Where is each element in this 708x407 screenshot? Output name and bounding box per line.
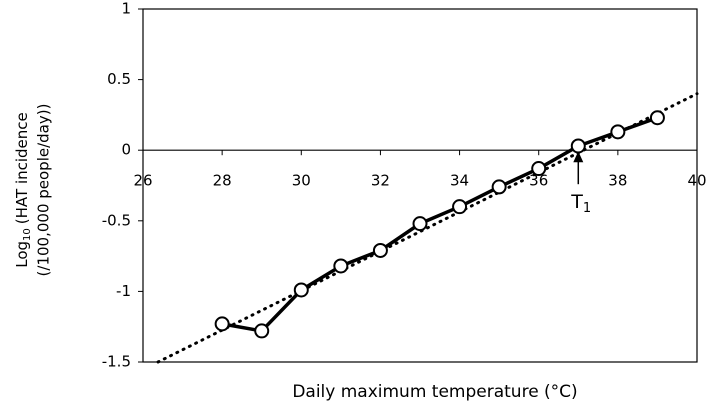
x-tick-label: 34 [450, 172, 469, 190]
data-point [491, 179, 507, 195]
y-tick-label: 0 [121, 141, 131, 159]
trendline [156, 92, 699, 364]
annotation-sub: 1 [583, 201, 591, 216]
annotation-text: T [570, 191, 583, 213]
y-label-sub: 10 [22, 228, 33, 241]
y-label-rest: (HAT incidence [13, 112, 31, 224]
data-point [254, 323, 270, 339]
data-point [649, 110, 665, 126]
y-axis-label: Log10 (HAT incidence (/100,000 people/day… [13, 104, 53, 277]
data-point [412, 216, 428, 232]
x-tick-label: 40 [687, 172, 706, 190]
x-tick-label: 38 [608, 172, 627, 190]
y-tick-label: -0.5 [102, 211, 131, 229]
x-tick-label: 30 [292, 172, 311, 190]
x-tick-label: 32 [371, 172, 390, 190]
data-point [610, 124, 626, 140]
plot-frame [142, 8, 698, 363]
data-point [570, 138, 586, 154]
x-tick-label: 26 [133, 172, 152, 190]
data-point [531, 161, 547, 177]
y-label-line1: Log10 (HAT incidence [13, 112, 34, 268]
data-point [333, 258, 349, 274]
y-tick-label: -1.5 [102, 353, 131, 371]
y-label-log: Log [13, 241, 31, 268]
y-tick-label: -1 [116, 282, 131, 300]
x-axis-label: Daily maximum temperature (°C) [292, 382, 577, 402]
data-point [214, 316, 230, 332]
data-point [452, 199, 468, 215]
y-label-line2: (/100,000 people/day)) [35, 104, 53, 277]
annotation-arrowhead [573, 151, 584, 163]
data-point [372, 242, 388, 258]
y-tick-label: 0.5 [107, 70, 131, 88]
data-point [293, 282, 309, 298]
annotation: T1 [570, 191, 591, 216]
x-tick-label: 28 [213, 172, 232, 190]
y-tick-label: 1 [121, 0, 131, 18]
